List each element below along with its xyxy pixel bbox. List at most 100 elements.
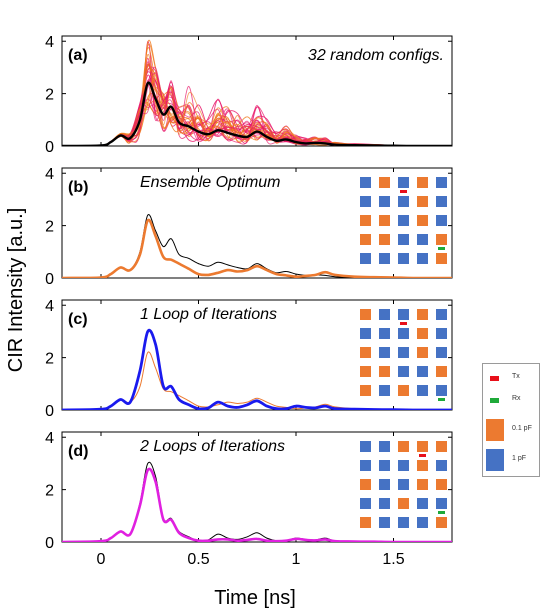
metasurface-element bbox=[360, 517, 371, 528]
series-line-optimized bbox=[62, 467, 452, 542]
metasurface-element bbox=[379, 196, 390, 207]
metasurface-element bbox=[379, 328, 390, 339]
axes-frame bbox=[61, 35, 453, 147]
metasurface-element bbox=[379, 215, 390, 226]
metasurface-element bbox=[360, 234, 371, 245]
metasurface-element bbox=[436, 234, 447, 245]
metasurface-element bbox=[436, 309, 447, 320]
y-tick-label: 4 bbox=[45, 34, 54, 51]
metasurface-element bbox=[398, 517, 409, 528]
metasurface-element bbox=[398, 253, 409, 264]
metasurface-element bbox=[417, 385, 428, 396]
panel-annotation: 32 random configs. bbox=[308, 47, 444, 64]
series-line-optimized bbox=[62, 328, 452, 410]
y-tick-label: 4 bbox=[45, 166, 54, 183]
axes-frame bbox=[61, 299, 453, 411]
metasurface-element bbox=[436, 196, 447, 207]
y-tick-label: 0 bbox=[45, 403, 54, 420]
metasurface-element bbox=[398, 498, 409, 509]
metasurface-element bbox=[436, 385, 447, 396]
x-tick-label: 0.5 bbox=[187, 551, 209, 568]
metasurface-element bbox=[360, 309, 371, 320]
metasurface-element bbox=[417, 441, 428, 452]
metasurface-element bbox=[398, 385, 409, 396]
metasurface-element bbox=[360, 328, 371, 339]
metasurface-element bbox=[398, 196, 409, 207]
y-tick-label: 0 bbox=[45, 535, 54, 552]
metasurface-element bbox=[436, 479, 447, 490]
metasurface-element bbox=[360, 366, 371, 377]
series-line-random-config bbox=[62, 91, 452, 146]
metasurface-element bbox=[360, 215, 371, 226]
panel-label: (a) bbox=[68, 47, 88, 64]
metasurface-element bbox=[417, 196, 428, 207]
metasurface-element bbox=[417, 309, 428, 320]
panel-b: 0 2 4 (b) Ensemble Optimum bbox=[45, 166, 453, 288]
plot-area bbox=[62, 461, 452, 542]
tx-swatch bbox=[490, 376, 499, 381]
legend-label-tx: Tx bbox=[512, 373, 520, 380]
metasurface-element bbox=[417, 366, 428, 377]
metasurface-element bbox=[398, 441, 409, 452]
panel-label: (d) bbox=[68, 443, 88, 460]
blue-swatch bbox=[486, 449, 504, 471]
metasurface-element bbox=[379, 441, 390, 452]
metasurface-element bbox=[398, 479, 409, 490]
metasurface-element bbox=[360, 479, 371, 490]
metasurface-element bbox=[417, 328, 428, 339]
metasurface-element bbox=[436, 498, 447, 509]
metasurface-element bbox=[436, 215, 447, 226]
metasurface-element bbox=[379, 479, 390, 490]
panels: 0 2 4 (a) 32 random configs. 0 2 4 (b) Ensemble O… bbox=[45, 34, 453, 568]
rx-marker bbox=[438, 247, 445, 250]
metasurface-element bbox=[398, 460, 409, 471]
metasurface-element bbox=[360, 253, 371, 264]
metasurface-element bbox=[436, 347, 447, 358]
orange-swatch bbox=[486, 419, 504, 441]
rx-marker bbox=[438, 398, 445, 401]
panel-annotation: Ensemble Optimum bbox=[140, 174, 281, 191]
metasurface-element bbox=[398, 366, 409, 377]
panel-annotation: 1 Loop of Iterations bbox=[140, 306, 277, 323]
metasurface-element bbox=[398, 309, 409, 320]
axes-frame bbox=[61, 167, 453, 279]
metasurface-element bbox=[398, 234, 409, 245]
metasurface-element bbox=[379, 347, 390, 358]
x-tick-label: 0 bbox=[97, 551, 106, 568]
metasurface-element bbox=[360, 347, 371, 358]
metasurface-element bbox=[436, 328, 447, 339]
metasurface-element bbox=[360, 177, 371, 188]
series-line-reference bbox=[62, 351, 452, 410]
metasurface-element bbox=[417, 498, 428, 509]
metasurface-element bbox=[417, 234, 428, 245]
y-tick-label: 4 bbox=[45, 430, 54, 447]
metasurface-element bbox=[379, 253, 390, 264]
rx-swatch bbox=[490, 398, 499, 403]
metasurface-element bbox=[436, 441, 447, 452]
legend-label-rx: Rx bbox=[512, 395, 521, 402]
metasurface-element bbox=[436, 460, 447, 471]
metasurface-grid bbox=[360, 309, 447, 401]
metasurface-element bbox=[379, 498, 390, 509]
legend-label-high-cap: 1 pF bbox=[512, 455, 527, 462]
panel-a: 0 2 4 (a) 32 random configs. bbox=[45, 34, 453, 156]
panel-d: 0 2 4 0 0.5 1 1.5 (d) 2 Loops of Iterations bbox=[45, 430, 453, 568]
metasurface-element bbox=[398, 347, 409, 358]
metasurface-element bbox=[360, 196, 371, 207]
metasurface-element bbox=[417, 215, 428, 226]
series-line-mean bbox=[62, 81, 452, 146]
metasurface-element bbox=[436, 366, 447, 377]
metasurface-element bbox=[417, 177, 428, 188]
rx-marker bbox=[438, 511, 445, 514]
plot-area bbox=[62, 214, 452, 278]
legend-label-low-cap: 0.1 pF bbox=[512, 425, 532, 432]
metasurface-grid bbox=[360, 441, 447, 528]
y-axis-label: CIR Intensity [a.u.] bbox=[5, 208, 27, 373]
x-tick-label: 1.5 bbox=[382, 551, 404, 568]
panel-label: (b) bbox=[68, 179, 88, 196]
metasurface-element bbox=[379, 385, 390, 396]
metasurface-element bbox=[436, 177, 447, 188]
y-tick-label: 2 bbox=[45, 219, 54, 236]
y-tick-label: 4 bbox=[45, 298, 54, 315]
series-line-random-config bbox=[62, 57, 452, 146]
